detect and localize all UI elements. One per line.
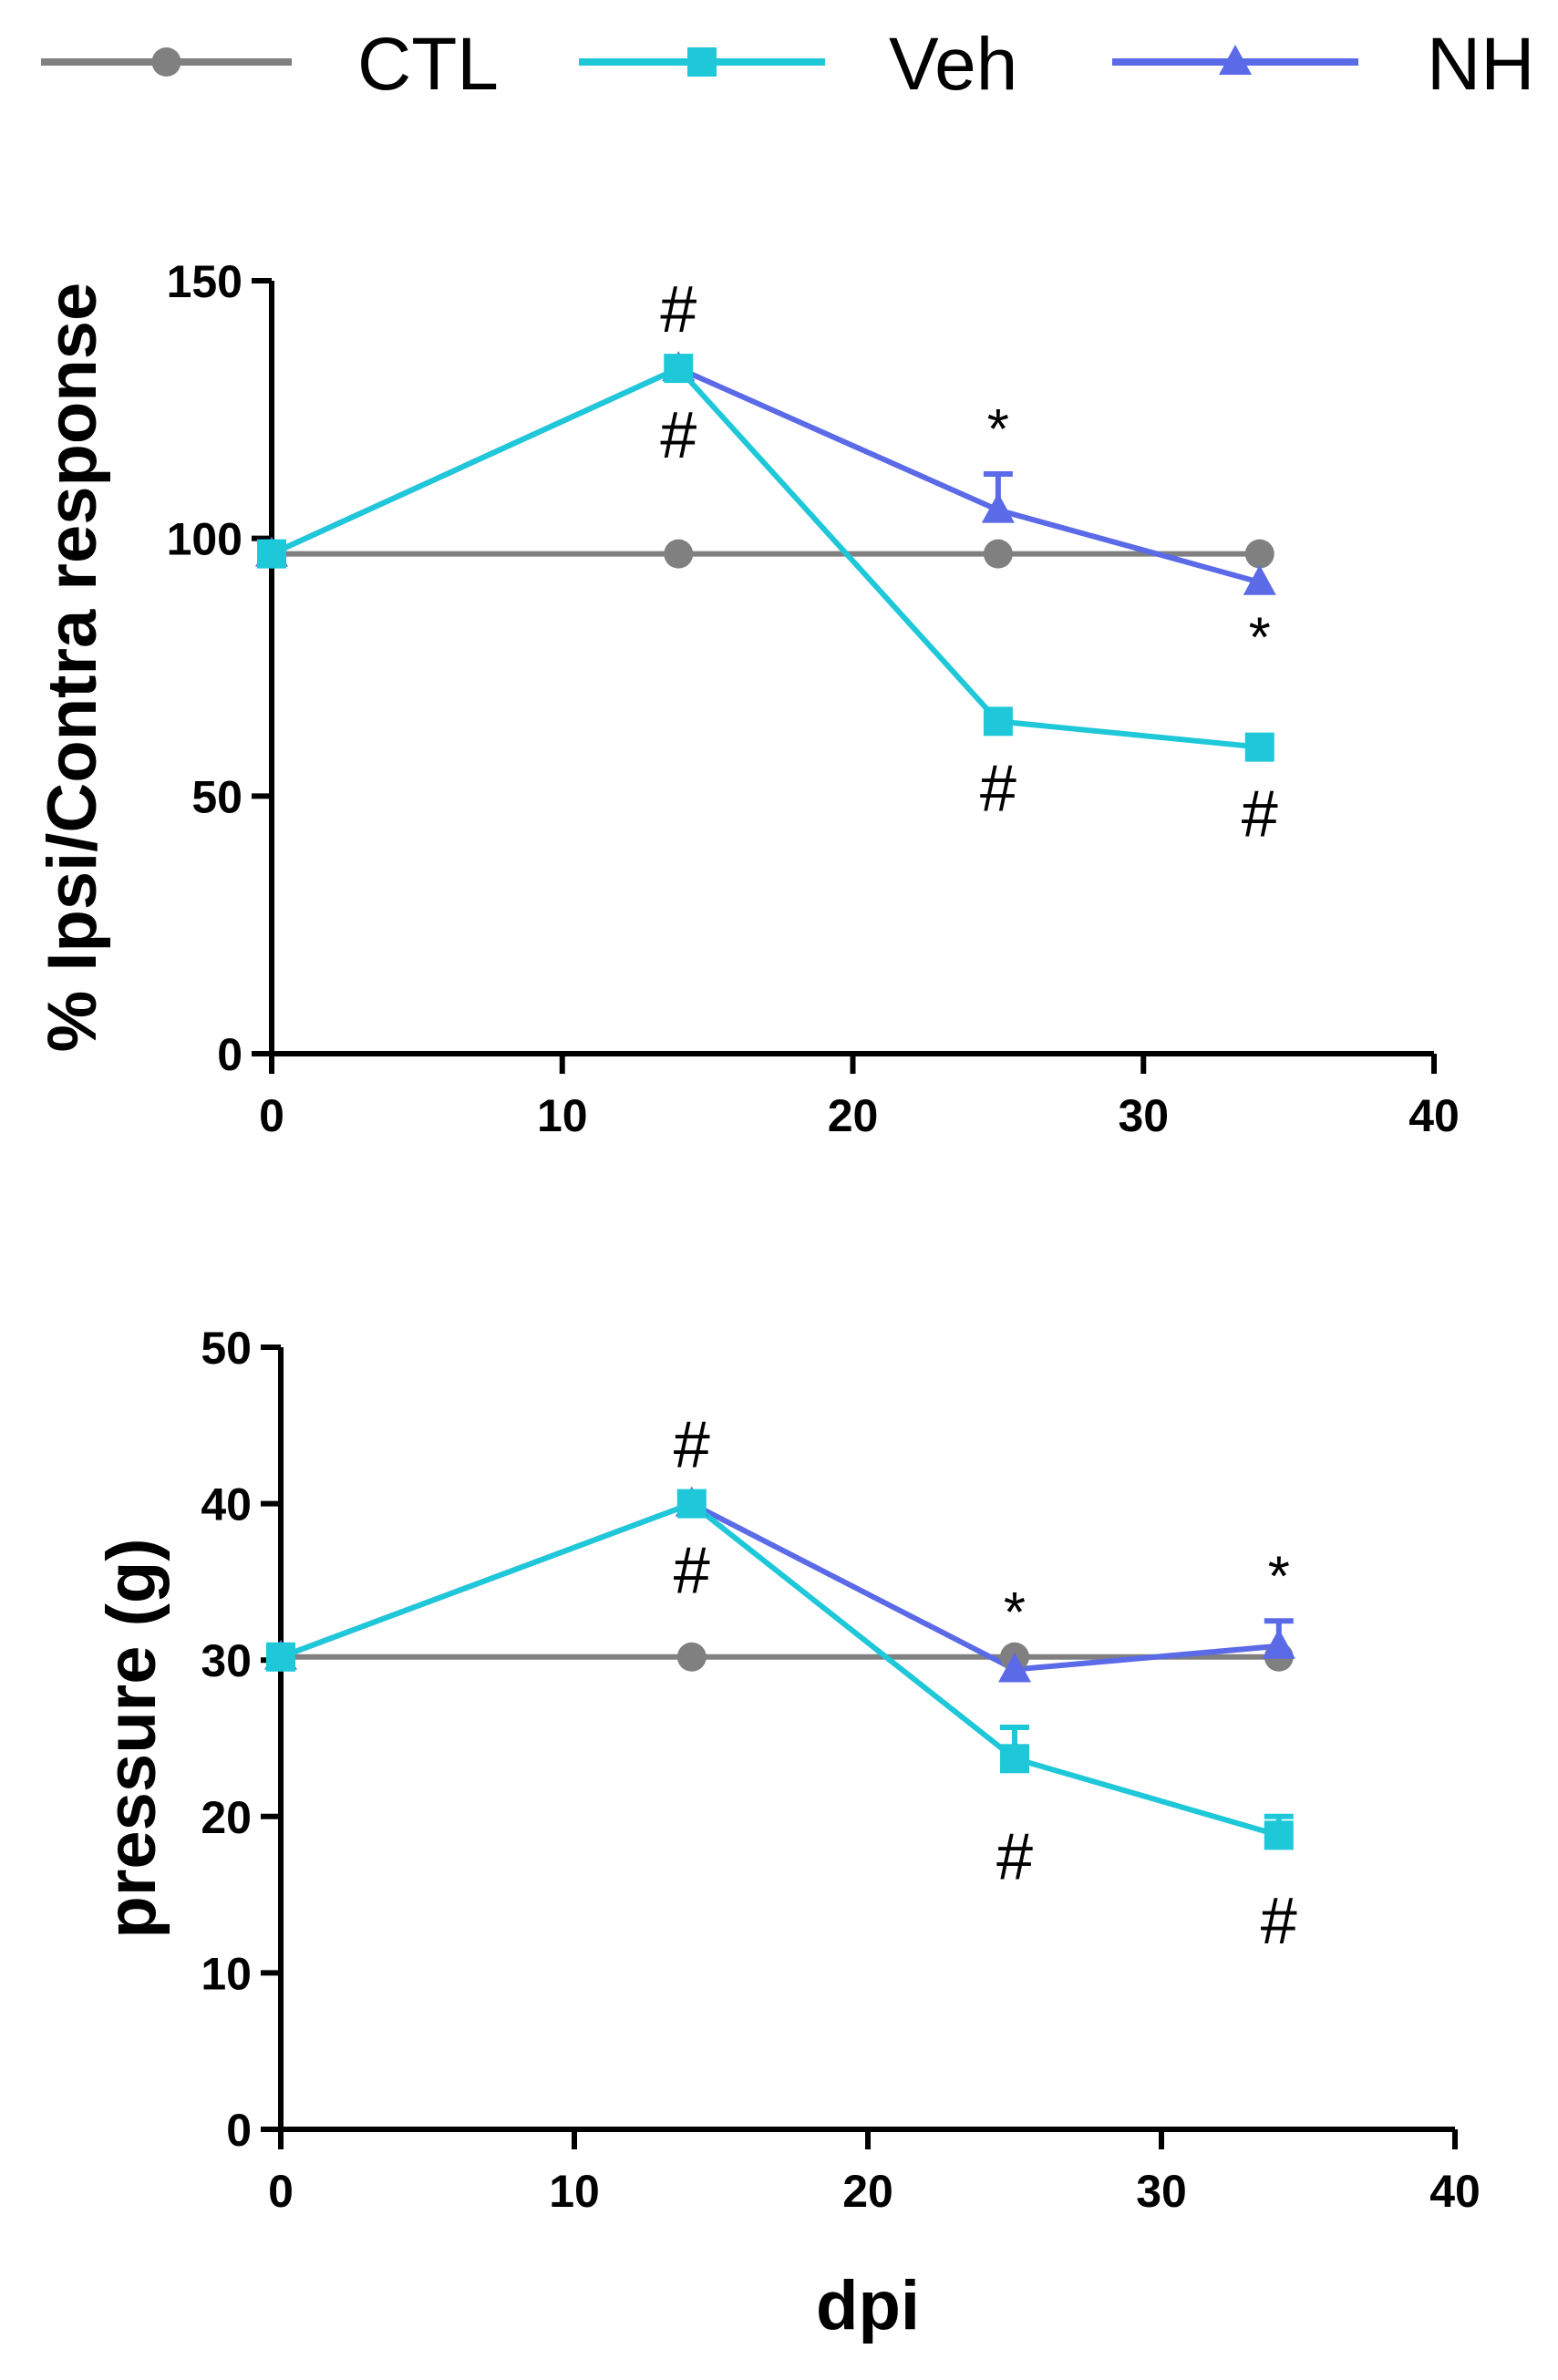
chart-pressure: 0 10 20 30 40 50 0 10 20 30 40 pressure (g) dpi # # * # *…	[93, 1323, 1481, 2344]
point-veh	[1264, 1820, 1294, 1850]
point-nh	[1262, 1628, 1295, 1659]
x-tick-label: 40	[1429, 2166, 1481, 2217]
point-veh	[257, 539, 286, 569]
significance-hash: #	[674, 1535, 710, 1608]
legend-marker-ctl	[151, 47, 181, 77]
x-tick-label: 10	[537, 1090, 588, 1141]
significance-hash: #	[980, 752, 1016, 825]
legend-label-ctl: CTL	[357, 23, 499, 106]
legend-label-nh: NH	[1427, 23, 1534, 106]
legend-marker-nh	[1219, 45, 1252, 75]
series-line-nh	[279, 1500, 1280, 1673]
y-tick-label: 10	[201, 1948, 252, 1999]
y-tick-label: 150	[167, 256, 242, 307]
point-veh	[664, 354, 694, 384]
point-veh	[676, 1489, 707, 1519]
y-tick-label: 50	[191, 771, 242, 822]
y-tick-label: 20	[201, 1792, 252, 1843]
y-tick-label: 0	[226, 2105, 252, 2156]
x-tick-label: 20	[842, 2166, 893, 2217]
x-tick-label: 0	[268, 2166, 294, 2217]
y-tick-label: 0	[217, 1029, 242, 1080]
x-tick-label: 0	[259, 1090, 284, 1141]
y-tick-label: 40	[201, 1479, 252, 1530]
significance-star: *	[987, 398, 1009, 461]
point-nh	[981, 492, 1015, 523]
x-axis-label: dpi	[816, 2267, 920, 2344]
significance-hash: #	[1261, 1885, 1297, 1958]
point-veh	[1244, 732, 1274, 762]
legend-label-veh: Veh	[889, 23, 1017, 106]
y-tick-label: 30	[201, 1635, 252, 1686]
significance-hash: #	[674, 1409, 710, 1482]
point-ctl	[676, 1642, 707, 1672]
x-tick-label: 20	[828, 1090, 879, 1141]
point-veh	[266, 1642, 295, 1672]
series-line-veh	[270, 366, 1261, 750]
significance-star: *	[1268, 1545, 1290, 1608]
significance-hash: #	[660, 399, 696, 472]
point-ctl	[664, 539, 694, 569]
point-nh	[1243, 564, 1276, 595]
series-line-veh	[279, 1500, 1280, 1839]
significance-star: *	[1004, 1582, 1026, 1644]
x-tick-label: 30	[1118, 1090, 1169, 1141]
point-ctl	[1244, 539, 1274, 569]
y-axis-label: pressure (g)	[93, 1538, 170, 1938]
x-tick-label: 40	[1408, 1090, 1460, 1141]
significance-hash: #	[1242, 778, 1278, 851]
significance-hash: #	[996, 1821, 1033, 1894]
significance-star: *	[1249, 607, 1271, 670]
x-tick-label: 30	[1136, 2166, 1187, 2217]
x-tick-label: 10	[549, 2166, 600, 2217]
y-axis-label: % Ipsi/Contra response	[34, 283, 111, 1053]
point-ctl	[983, 539, 1013, 569]
legend-marker-veh	[687, 47, 717, 77]
point-veh	[1000, 1744, 1029, 1774]
significance-hash: #	[660, 273, 696, 346]
y-tick-label: 100	[167, 514, 242, 565]
point-nh	[998, 1652, 1031, 1683]
y-tick-label: 50	[201, 1323, 252, 1374]
point-veh	[983, 706, 1013, 737]
chart-touch-response: 0 50 100 150 0 10 20 30 40 % Ipsi/Contra response…	[34, 256, 1460, 1141]
series-line-nh	[270, 366, 1261, 585]
legend: CTL Veh NH	[41, 23, 1534, 106]
